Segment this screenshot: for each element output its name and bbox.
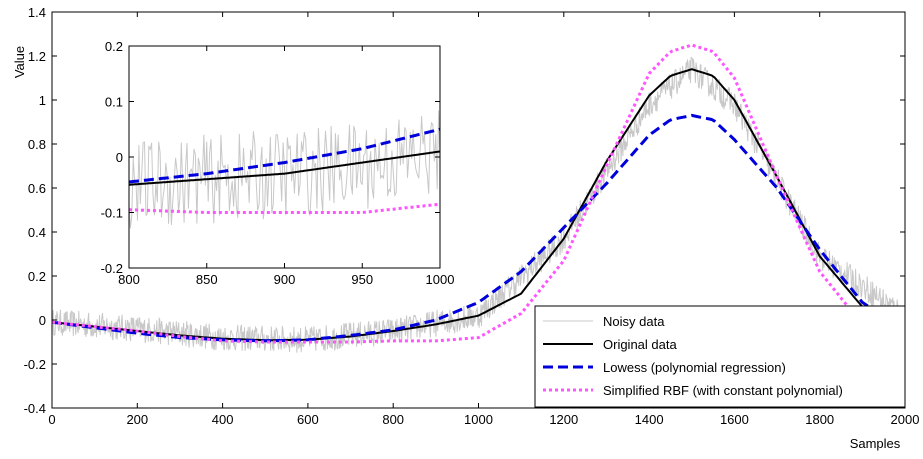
inset-series-group (129, 110, 440, 229)
main-xtick-label: 1000 (464, 412, 493, 427)
main-ytick-label: 1.4 (28, 5, 46, 20)
inset-xtick-label: 1000 (426, 272, 455, 287)
inset-xtick-label: 850 (196, 272, 218, 287)
main-ylabel: Value (12, 46, 27, 78)
legend-label: Lowess (polynomial regression) (603, 360, 786, 375)
main-xtick-label: 800 (382, 412, 404, 427)
main-xtick-label: 1600 (720, 412, 749, 427)
main-ytick-label: 1 (39, 93, 46, 108)
main-series-group (52, 43, 905, 357)
main-ytick-label: 0 (39, 313, 46, 328)
main-xtick-label: 400 (212, 412, 234, 427)
inset-series-simplified-rbf-with-constant-polynomial (129, 202, 440, 214)
inset-xtick-label: 900 (274, 272, 296, 287)
main-series-lowess-polynomial-regression (52, 113, 905, 343)
inset-series-lowess-polynomial-regression (129, 127, 440, 184)
main-series-original-data (52, 68, 905, 342)
main-ytick-label: 1.2 (28, 49, 46, 64)
inset-ytick-label: -0.2 (101, 261, 123, 276)
inset-plot-area (129, 46, 440, 268)
legend: Noisy data Original data Lowess (polynomia… (534, 305, 906, 408)
main-ytick-label: 0.4 (28, 225, 46, 240)
inset-ytick-label: 0 (116, 150, 123, 165)
inset-xtick-label: 950 (351, 272, 373, 287)
main-xtick-label: 0 (48, 412, 55, 427)
main-xtick-label: 1800 (805, 412, 834, 427)
legend-label: Original data (603, 337, 677, 352)
main-ytick-label: 0.6 (28, 181, 46, 196)
inset-series-noisy-data (129, 110, 440, 229)
main-xtick-label: 200 (126, 412, 148, 427)
inset-series-original-data (129, 150, 440, 186)
main-ytick-label: -0.2 (24, 357, 46, 372)
legend-label: Noisy data (603, 314, 665, 329)
main-xtick-label: 1400 (635, 412, 664, 427)
main-ytick-label: 0.2 (28, 269, 46, 284)
inset-ytick-label: -0.1 (101, 206, 123, 221)
main-ytick-label: 0.8 (28, 137, 46, 152)
inset-ytick-label: 0.1 (105, 95, 123, 110)
main-xlabel: Samples (850, 436, 901, 451)
main-xtick-label: 600 (297, 412, 319, 427)
main-series-simplified-rbf-with-constant-polynomial (52, 43, 905, 357)
main-xtick-label: 2000 (891, 412, 920, 427)
inset-ytick-label: 0.2 (105, 39, 123, 54)
legend-label: Simplified RBF (with constant polynomial… (603, 383, 843, 398)
main-xtick-label: 1200 (549, 412, 578, 427)
main-ytick-label: -0.4 (24, 401, 46, 416)
legend-box (534, 305, 906, 408)
inset-xtick-label: 800 (118, 272, 140, 287)
inset-panel: 800 850 900 950 1000 -0.2 -0.1 0 0.1 0.2 (101, 39, 455, 287)
